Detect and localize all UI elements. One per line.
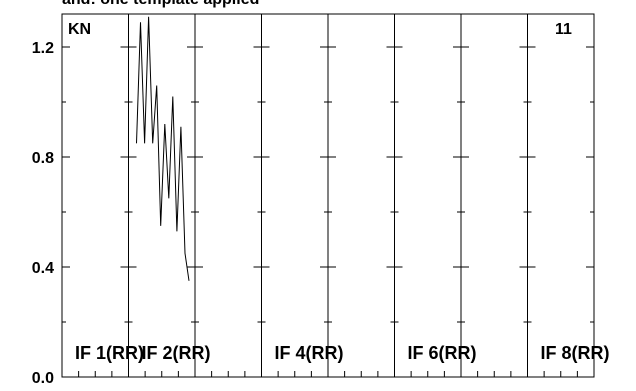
tick-marks: [62, 46, 594, 378]
source-name-label: KN: [68, 21, 91, 38]
panel-label: IF 1(RR): [75, 343, 144, 363]
series-layer: [136, 16, 190, 281]
panel-dividers: [128, 14, 528, 377]
panel-label: IF 6(RR): [408, 343, 477, 363]
panel-label: IF 4(RR): [275, 343, 344, 363]
data-series-line: [136, 16, 190, 281]
y-tick-label: 0.8: [32, 150, 54, 167]
panel-label: IF 8(RR): [541, 343, 610, 363]
y-tick-label: 0.0: [32, 370, 54, 387]
panel-labels: IF 1(RR)IF 2(RR) IF 4(RR) IF 6(RR) IF 8(RR): [75, 343, 610, 363]
y-tick-labels: 0.0 0.4 0.8 1.2: [32, 40, 54, 387]
panel-label: IF 2(RR): [142, 343, 211, 363]
panel-number-label: 11: [555, 21, 572, 38]
chart-title-fragment: and: one template applied: [62, 0, 259, 9]
y-tick-label: 0.4: [32, 260, 54, 277]
plot-frame: [61, 13, 595, 378]
y-tick-label: 1.2: [32, 40, 54, 57]
